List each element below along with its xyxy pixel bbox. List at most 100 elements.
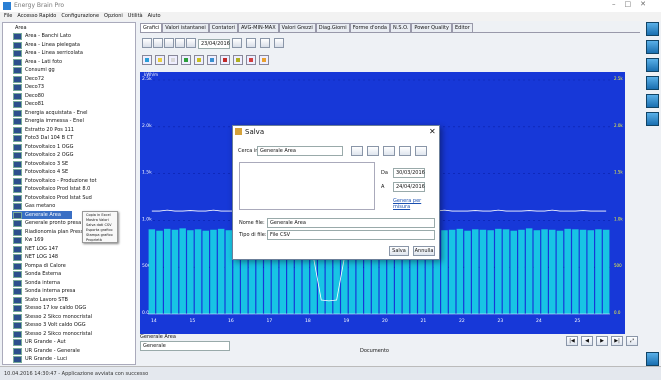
tree-item[interactable]: Fotovoltaico 2 OGG: [25, 152, 74, 158]
tool-button[interactable]: [274, 38, 284, 48]
list-view-button[interactable]: [399, 146, 411, 156]
side-button[interactable]: [646, 94, 659, 108]
tool-button[interactable]: [232, 38, 242, 48]
tree-item[interactable]: NET LOG 147: [25, 245, 59, 252]
context-item[interactable]: Mostra Valori: [86, 218, 109, 222]
tree-item[interactable]: Stesso 2 Sikco monocristal: [25, 330, 93, 337]
tree-item[interactable]: Generale pronto presa: [25, 220, 82, 226]
nav-button[interactable]: |◀: [566, 336, 578, 346]
tree-item[interactable]: Riadionomia plan Pressa: [25, 228, 87, 235]
tree-item[interactable]: Deco73: [25, 84, 45, 90]
tree-item[interactable]: UR Grande - Luci: [25, 356, 68, 362]
details-view-button[interactable]: [415, 146, 427, 156]
tree-root[interactable]: Area: [15, 25, 27, 31]
tab[interactable]: N.S.O.: [389, 23, 412, 32]
tree-item[interactable]: Stesso 2 Sikco monocristal: [25, 313, 93, 320]
tab[interactable]: Power Quality: [411, 23, 452, 32]
filetype-select[interactable]: File CSV: [267, 230, 435, 240]
tab[interactable]: Valori istantanei: [162, 23, 209, 32]
color-button[interactable]: [181, 55, 191, 65]
tree-item[interactable]: Fotovoltaico 3 SE: [25, 160, 69, 167]
menu-item[interactable]: Accesso Rapido: [17, 13, 57, 19]
context-item[interactable]: Esporta grafico: [86, 228, 113, 232]
tree-item[interactable]: Fotovoltaico Prod Istat 8.0: [25, 186, 91, 192]
tool-button[interactable]: [246, 38, 256, 48]
context-item[interactable]: Salva dati CSV: [86, 223, 112, 227]
color-button[interactable]: [155, 55, 165, 65]
tree-item[interactable]: Kw 169: [25, 237, 44, 243]
color-button[interactable]: [142, 55, 152, 65]
side-button[interactable]: [646, 40, 659, 54]
tree-item[interactable]: Fotovoltaico 4 SE: [25, 169, 69, 175]
dialog-close[interactable]: ✕: [429, 127, 436, 136]
tree-item[interactable]: Area - Linea serricolata: [25, 50, 83, 56]
menu-item[interactable]: Configurazione: [61, 13, 100, 19]
cancel-button[interactable]: Annulla: [413, 246, 435, 256]
tree-item[interactable]: Deco80: [25, 92, 45, 99]
tree-item[interactable]: Deco81: [25, 101, 45, 107]
tab[interactable]: Forme d'onda: [349, 23, 390, 32]
color-button[interactable]: [207, 55, 217, 65]
tree-item[interactable]: Area - Linea pielegata: [25, 41, 80, 48]
home-button[interactable]: [367, 146, 379, 156]
context-item[interactable]: Copia in Excel: [86, 213, 111, 217]
tree-item[interactable]: Fotovoltaico - Produzione tot: [25, 177, 97, 184]
tree-item[interactable]: Energia acquistata - Enel: [25, 109, 88, 116]
tree-item[interactable]: Estratto 20 Pos 111: [25, 126, 74, 133]
side-button[interactable]: [646, 76, 659, 90]
series-select[interactable]: Generale: [140, 341, 230, 351]
tree-item[interactable]: Sonda interna: [25, 279, 61, 286]
tree-item[interactable]: UR Grande - Aut: [25, 339, 66, 345]
tab[interactable]: Contatori: [208, 23, 238, 32]
tree-item[interactable]: Generale Area: [25, 211, 61, 218]
tab[interactable]: Diag.Giorni: [315, 23, 350, 32]
to-date[interactable]: 24/04/2016: [393, 182, 425, 192]
file-list[interactable]: [239, 162, 375, 210]
tree-item[interactable]: Stesso 17 kw caldo OGG: [25, 305, 87, 311]
side-button[interactable]: [646, 352, 659, 366]
tree-item[interactable]: Gas metano: [25, 203, 56, 209]
tree-item[interactable]: Consumi gg: [25, 67, 55, 73]
color-button[interactable]: [259, 55, 269, 65]
color-button[interactable]: [220, 55, 230, 65]
tab[interactable]: AVG-MIN-MAX: [237, 23, 279, 32]
color-button[interactable]: [194, 55, 204, 65]
tree-item[interactable]: Stesso 3 Volt caldo OGG: [25, 322, 86, 328]
tree-item[interactable]: Pompa di Calore: [25, 262, 66, 269]
tab[interactable]: Grafici: [140, 23, 163, 32]
tree-item[interactable]: Area - Lati foto: [25, 58, 63, 65]
tab[interactable]: Valori Grezzi: [278, 23, 316, 32]
menu-item[interactable]: Utilità: [127, 13, 143, 19]
color-button[interactable]: [233, 55, 243, 65]
nav-button[interactable]: ⤢: [626, 336, 638, 346]
tool-button[interactable]: [153, 38, 163, 48]
menu-item[interactable]: Aiuto: [147, 13, 161, 19]
menu-item[interactable]: Opzioni: [104, 13, 123, 19]
tree-item[interactable]: Area - Banchi Lato: [25, 33, 71, 39]
tab[interactable]: Editor: [451, 23, 473, 32]
measure-link[interactable]: Genera per misura: [393, 198, 422, 210]
side-button[interactable]: [646, 112, 659, 126]
up-button[interactable]: [351, 146, 363, 156]
tree-item[interactable]: NET LOG 148: [25, 254, 59, 260]
tool-button[interactable]: [260, 38, 270, 48]
tree-item[interactable]: Sonda Esterna: [25, 271, 62, 277]
side-button[interactable]: [646, 22, 659, 36]
from-date[interactable]: 30/03/2016: [393, 168, 425, 178]
tree-item[interactable]: UR Grande - Generale: [25, 347, 80, 354]
new-folder-button[interactable]: [383, 146, 395, 156]
tree-item[interactable]: Fotovoltaico Prod Istat Sud: [25, 194, 92, 201]
filename-field[interactable]: Generale Area: [267, 218, 435, 228]
nav-button[interactable]: ◀: [581, 336, 593, 346]
menu-item[interactable]: File: [4, 13, 13, 19]
tool-button[interactable]: [175, 38, 185, 48]
look-in-select[interactable]: Generale Area: [257, 146, 343, 156]
tree-item[interactable]: Fotovoltaico 1 OGG: [25, 143, 74, 150]
nav-button[interactable]: ▶: [596, 336, 608, 346]
color-button[interactable]: [246, 55, 256, 65]
tool-button[interactable]: [186, 38, 196, 48]
save-button[interactable]: Salva: [389, 246, 409, 256]
tree-item[interactable]: Stato Lavoro STB: [25, 296, 68, 303]
tree-item[interactable]: Foto3 Dal 104 B CT: [25, 135, 74, 141]
tool-button[interactable]: [164, 38, 174, 48]
